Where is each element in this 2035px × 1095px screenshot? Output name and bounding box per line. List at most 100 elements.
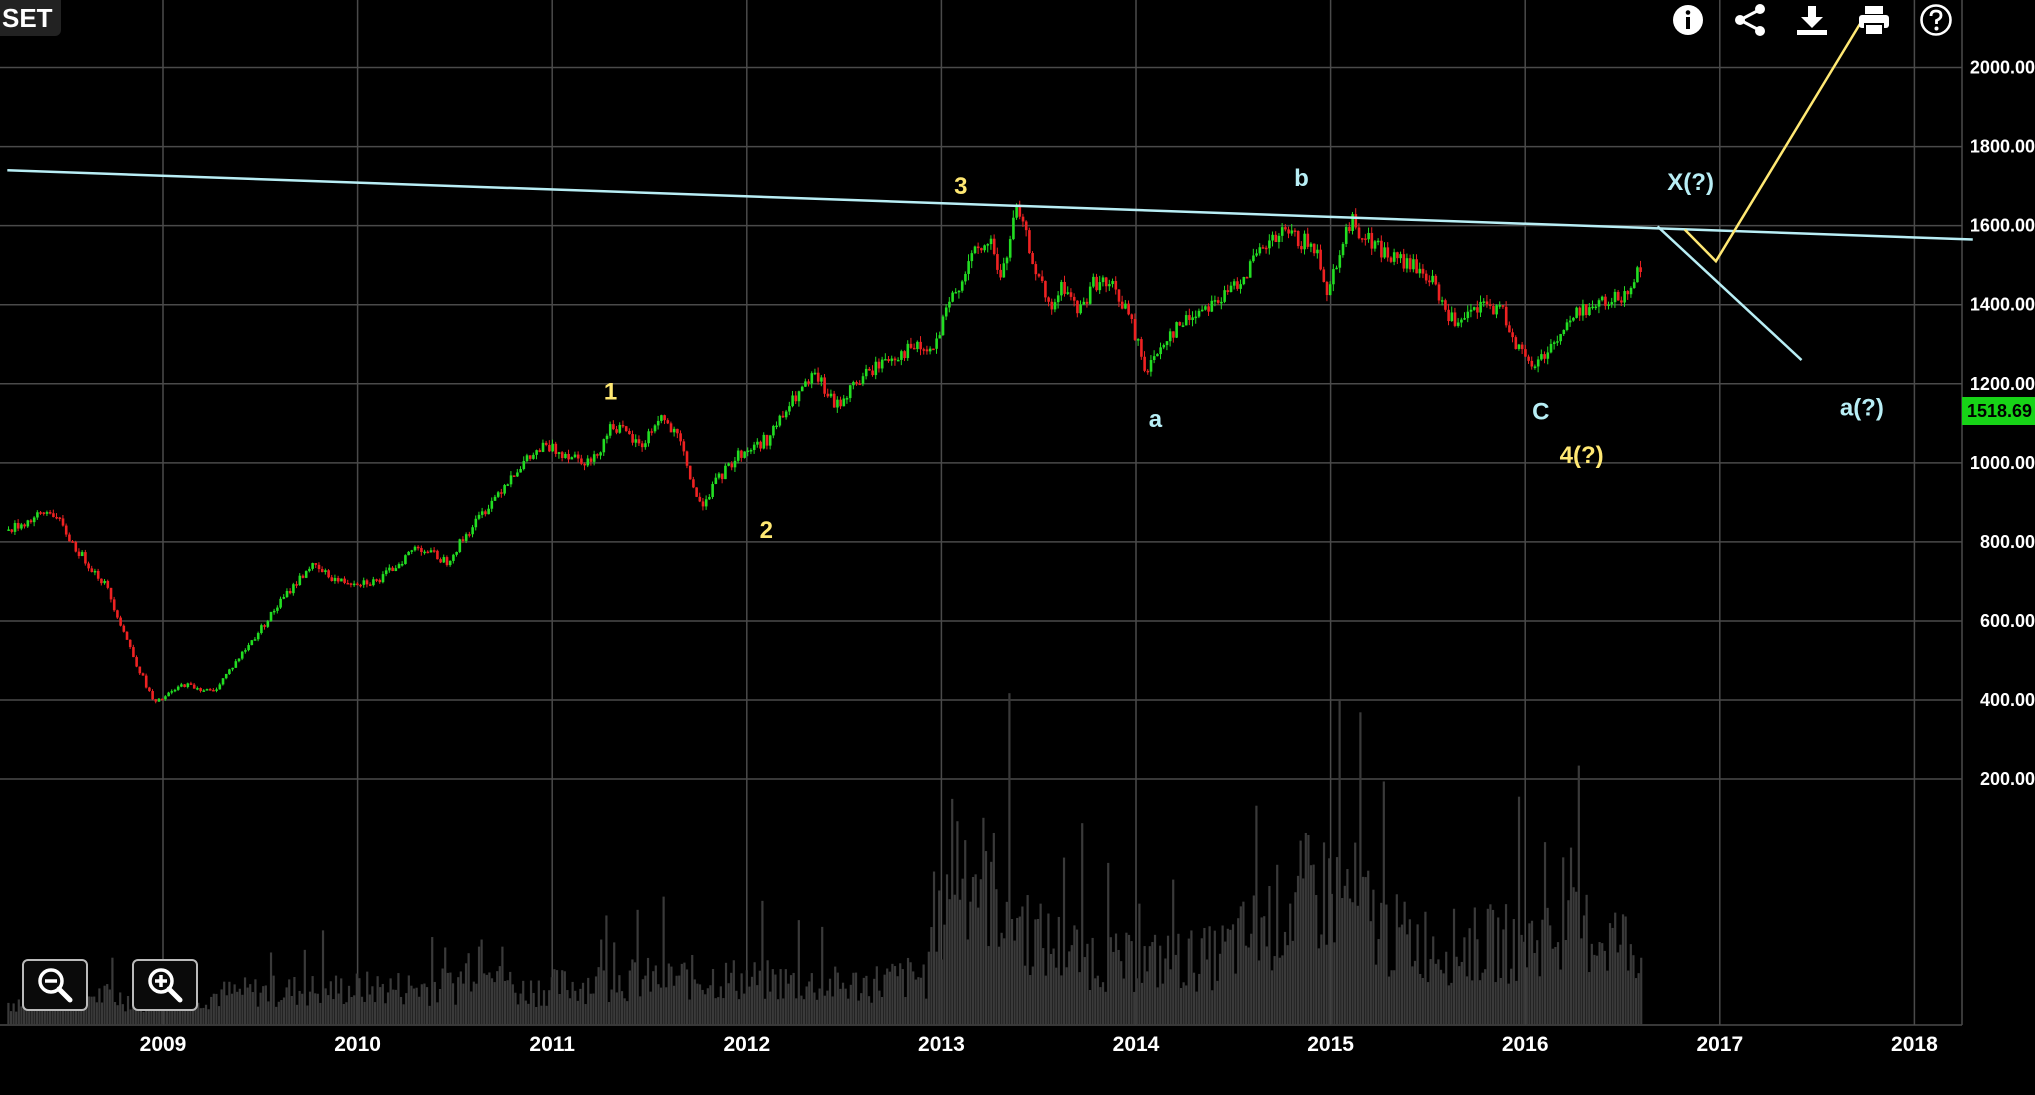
candle-down: [199, 688, 202, 692]
volume-bar: [38, 1009, 41, 1025]
volume-bar: [808, 981, 811, 1025]
volume-bar: [1231, 924, 1235, 1025]
candle-down: [1578, 307, 1582, 316]
volume-bar: [360, 996, 364, 1025]
candle-down: [1396, 252, 1399, 259]
volume-bar: [1091, 937, 1094, 1025]
candle-down: [877, 361, 881, 369]
candle-up: [253, 639, 257, 641]
volume-bar: [1614, 912, 1617, 1025]
candle-up: [1079, 304, 1082, 314]
volume-bar: [1445, 951, 1448, 1025]
candle-down: [832, 393, 836, 408]
volume-bar: [59, 1001, 62, 1025]
candle-down: [612, 424, 615, 430]
candle-up: [1450, 312, 1454, 322]
candle-down: [1312, 243, 1316, 254]
volume-bar: [1229, 929, 1232, 1025]
candle-up: [711, 483, 714, 497]
candle-up: [618, 424, 622, 433]
candle-down: [1264, 247, 1268, 250]
candle-down: [1274, 234, 1278, 242]
volume-bar: [1257, 960, 1261, 1025]
candle-up: [938, 335, 942, 339]
zoom-out-button[interactable]: [22, 959, 88, 1011]
volume-bar: [743, 993, 746, 1025]
candle-up: [13, 523, 17, 532]
volume-bar: [269, 952, 273, 1025]
volume-bar: [1172, 879, 1175, 1025]
info-icon[interactable]: [1668, 0, 1708, 40]
volume-bar: [1008, 693, 1011, 1025]
candle-up: [522, 461, 526, 470]
volume-bar: [1237, 918, 1240, 1025]
volume-bar: [498, 966, 501, 1025]
volume-bar: [342, 1003, 345, 1025]
volume-bar: [438, 989, 442, 1025]
candle-up: [1440, 300, 1444, 302]
volume-bar: [1130, 941, 1133, 1025]
candle-down: [58, 517, 62, 520]
volume-bar: [355, 973, 358, 1025]
candle-down: [16, 523, 20, 529]
candle-up: [1610, 302, 1614, 305]
candle-down: [100, 578, 103, 584]
volume-bar: [1356, 905, 1359, 1025]
volume-bar: [277, 1001, 280, 1025]
volume-bar: [732, 960, 735, 1025]
candle-down: [765, 434, 769, 446]
print-icon[interactable]: [1854, 0, 1894, 40]
volume-bar: [1244, 945, 1248, 1025]
volume-bar: [1166, 935, 1170, 1025]
candle-up: [452, 554, 455, 561]
candle-down: [1370, 232, 1374, 249]
candle-down: [1300, 246, 1303, 250]
volume-bar: [116, 1005, 119, 1025]
volume-bar: [1489, 904, 1492, 1025]
volume-bar: [1434, 963, 1437, 1025]
volume-bar: [691, 954, 694, 1025]
volume-bar: [379, 987, 382, 1025]
candle-down: [122, 625, 126, 632]
volume-bar: [1416, 924, 1419, 1025]
volume-bar: [329, 981, 332, 1025]
volume-bar: [1491, 909, 1495, 1025]
volume-bar: [1169, 969, 1172, 1025]
candle-down: [1380, 240, 1383, 258]
candle-down: [55, 516, 58, 519]
candle-down: [624, 426, 628, 432]
candle-down: [554, 443, 558, 454]
help-icon[interactable]: [1916, 0, 1956, 40]
candle-up: [551, 443, 554, 452]
candle-up: [1053, 302, 1057, 310]
candle-up: [298, 575, 302, 586]
candle-up: [480, 511, 484, 515]
volume-bar: [56, 1006, 59, 1025]
candle-up: [1184, 315, 1188, 326]
share-icon[interactable]: [1730, 0, 1770, 40]
candle-down: [64, 525, 68, 535]
candle-up: [234, 661, 238, 668]
candle-up: [573, 454, 577, 458]
volume-bar: [43, 1000, 46, 1025]
volume-bar: [108, 989, 111, 1025]
volume-bar: [285, 987, 288, 1025]
candle-up: [967, 261, 970, 274]
volume-bar: [1107, 862, 1110, 1025]
candle-down: [1037, 274, 1041, 277]
candle-down: [980, 248, 983, 251]
volume-bar: [1029, 975, 1032, 1025]
volume-bar: [1377, 939, 1380, 1025]
volume-bar: [1224, 941, 1227, 1025]
candle-down: [208, 689, 212, 691]
volume-bar: [334, 975, 338, 1025]
volume-bar: [925, 998, 928, 1025]
volume-bar: [1624, 916, 1627, 1025]
volume-bar: [262, 986, 265, 1025]
download-icon[interactable]: [1792, 0, 1832, 40]
volume-bar: [1408, 919, 1411, 1025]
zoom-in-button[interactable]: [132, 959, 198, 1011]
volume-bar: [238, 988, 241, 1025]
volume-bar: [132, 999, 135, 1025]
